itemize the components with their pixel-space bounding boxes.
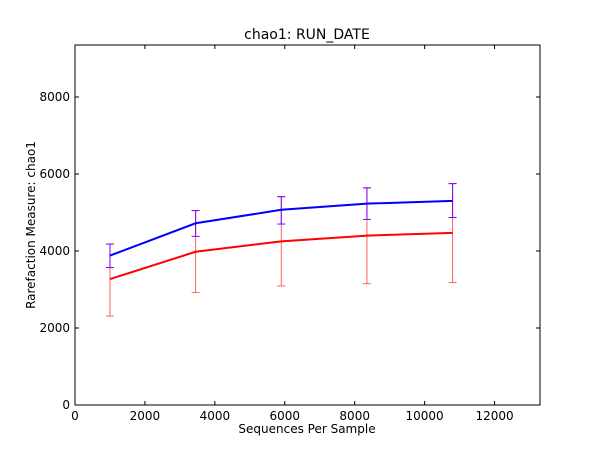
x-tick-label: 6000 — [270, 409, 301, 423]
y-tick-label: 6000 — [39, 167, 70, 181]
y-tick-label: 2000 — [39, 321, 70, 335]
y-tick-label: 4000 — [39, 244, 70, 258]
x-tick-label: 0 — [71, 409, 79, 423]
x-tick-label: 8000 — [339, 409, 370, 423]
series-0 — [105, 183, 457, 269]
x-tick-label: 2000 — [130, 409, 161, 423]
x-axis: 0 2000 4000 6000 8000 10000 12000 — [71, 45, 514, 423]
x-tick-label: 12000 — [475, 409, 513, 423]
y-tick-label: 0 — [62, 398, 70, 412]
chart-title: chao1: RUN_DATE — [244, 27, 370, 43]
x-tick-label: 10000 — [406, 409, 444, 423]
series-line — [109, 231, 453, 281]
x-axis-label: Sequences Per Sample — [238, 422, 375, 436]
x-tick-label: 4000 — [200, 409, 231, 423]
plot-frame — [74, 44, 541, 406]
y-tick-label: 8000 — [39, 90, 70, 104]
series-line — [109, 199, 453, 257]
y-axis-label: Rarefaction Measure: chao1 — [24, 141, 38, 309]
y-axis: 0 2000 4000 6000 8000 — [39, 90, 540, 412]
plot-marks — [105, 183, 457, 317]
